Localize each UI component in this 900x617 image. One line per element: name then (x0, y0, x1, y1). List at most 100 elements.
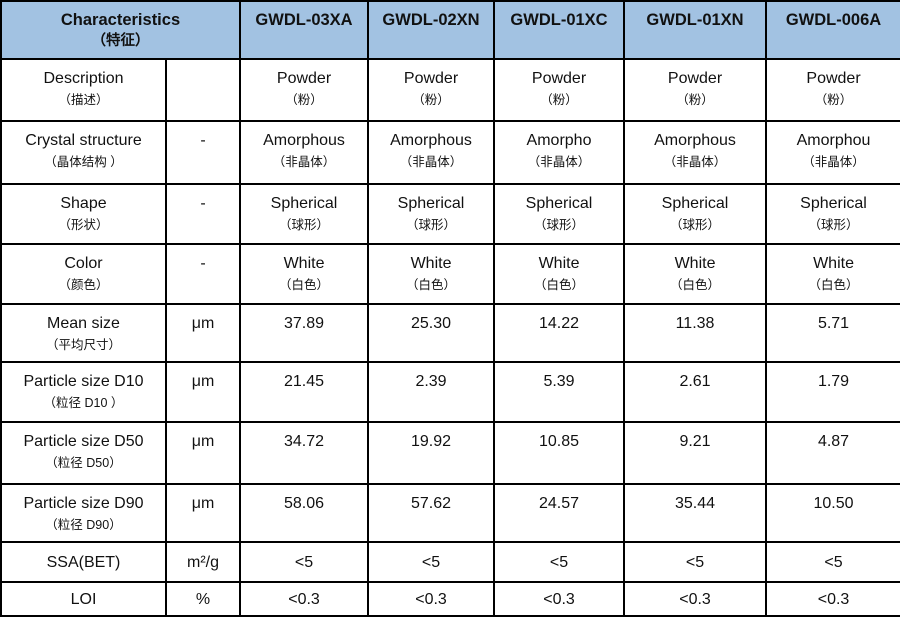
table-row: Description （描述） Powder （粉） Powder （粉） Pow… (0, 58, 900, 122)
value-cell: 1.79 (765, 361, 900, 423)
unit-label: μm (191, 315, 215, 332)
value-en: <5 (421, 553, 441, 571)
row-label-cell: Particle size D90 （粒径 D90） (0, 483, 167, 543)
row-label-en: Mean size (47, 315, 120, 332)
table-row: Particle size D90 （粒径 D90） μm 58.06 57.6… (0, 483, 900, 543)
value-cell: 10.50 (765, 483, 900, 543)
row-label-cell: Crystal structure （晶体结构 ） (0, 120, 167, 185)
table-row: Shape （形状） - Spherical （球形） Spherical （球形）… (0, 183, 900, 245)
value-en: 4.87 (817, 433, 850, 450)
row-label-en: Description (43, 70, 124, 87)
value-en: Amorphous (654, 132, 736, 149)
value-cell: <0.3 (367, 581, 496, 617)
table-row: SSA(BET) m²/g <5 <5 <5 <5 <5 (0, 541, 900, 583)
row-label-zh: （粒径 D50） (45, 456, 122, 470)
row-label-cell: Mean size （平均尺寸） (0, 303, 167, 363)
value-cell: 5.71 (765, 303, 900, 363)
value-en: <5 (685, 553, 705, 571)
value-cell: 9.21 (623, 421, 768, 485)
value-en: 5.39 (543, 373, 575, 390)
row-label-en: Particle size D50 (23, 433, 144, 450)
value-cell: <0.3 (765, 581, 900, 617)
row-label-en: Particle size D10 (23, 373, 144, 390)
row-label-zh: （粒径 D10 ） (43, 396, 124, 410)
row-label-cell: LOI (0, 581, 167, 617)
value-cell: <5 (765, 541, 900, 583)
value-cell: 10.85 (493, 421, 626, 485)
table-row: Color （颜色） - White （白色） White （白色） White （白… (0, 243, 900, 305)
value-en: White (410, 255, 452, 272)
value-zh: （球形） (279, 218, 330, 232)
value-en: Spherical (270, 195, 338, 212)
value-cell: 25.30 (367, 303, 496, 363)
value-zh: （非晶体） (527, 155, 591, 169)
value-en: Powder (806, 70, 861, 87)
table-row: Crystal structure （晶体结构 ） - Amorphous （非晶… (0, 120, 900, 185)
value-cell: Powder （粉） (367, 58, 496, 122)
row-label-cell: Particle size D50 （粒径 D50） (0, 421, 167, 485)
value-zh: （粉） (676, 93, 714, 107)
value-cell: Amorpho （非晶体） (493, 120, 626, 185)
value-en: Spherical (397, 195, 465, 212)
value-en: 35.44 (674, 495, 716, 512)
value-en: Powder (667, 70, 723, 87)
value-cell: 4.87 (765, 421, 900, 485)
value-cell: 14.22 (493, 303, 626, 363)
row-label-zh: （描述） (58, 93, 109, 107)
unit-cell: μm (164, 421, 242, 485)
value-en: Powder (276, 70, 332, 87)
unit-cell: - (164, 183, 242, 245)
unit-cell: - (164, 120, 242, 185)
value-en: <0.3 (543, 590, 575, 608)
value-cell: White （白色） (367, 243, 496, 305)
value-cell: Powder （粉） (623, 58, 768, 122)
value-cell: Spherical （球形） (367, 183, 496, 245)
value-zh: （白色） (670, 278, 721, 292)
value-cell: 2.39 (367, 361, 496, 423)
value-en: 2.61 (679, 373, 711, 390)
value-zh: （非晶体） (272, 155, 336, 169)
value-en: Amorphous (390, 132, 472, 149)
value-zh: （球形） (406, 218, 457, 232)
unit-cell: μm (164, 361, 242, 423)
value-cell: Powder （粉） (765, 58, 900, 122)
value-cell: Amorphous （非晶体） (367, 120, 496, 185)
characteristics-header-cell: Characteristics （特征） (0, 0, 242, 60)
table-row: LOI % <0.3 <0.3 <0.3 <0.3 <0.3 (0, 581, 900, 617)
value-zh: （球形） (670, 218, 721, 232)
value-cell: <5 (623, 541, 768, 583)
unit-cell: m²/g (164, 541, 242, 583)
row-label-zh: （颜色） (58, 278, 109, 292)
value-en: 10.85 (538, 433, 580, 450)
unit-label: μm (191, 495, 215, 512)
row-label-cell: Description （描述） (0, 58, 167, 122)
value-en: Amorphous (263, 132, 345, 149)
value-cell: <0.3 (623, 581, 768, 617)
value-cell: 2.61 (623, 361, 768, 423)
table-row: Particle size D10 （粒径 D10 ） μm 21.45 2.3… (0, 361, 900, 423)
value-zh: （白色） (279, 278, 330, 292)
value-en: White (813, 255, 854, 272)
value-cell: 24.57 (493, 483, 626, 543)
row-label-en: Particle size D90 (23, 495, 144, 512)
value-zh: （粉） (285, 93, 323, 107)
unit-cell: μm (164, 483, 242, 543)
value-cell: 19.92 (367, 421, 496, 485)
row-label-en: SSA(BET) (46, 553, 121, 571)
row-label-en: LOI (70, 590, 97, 608)
row-label-en: Crystal structure (25, 132, 142, 149)
value-cell: 57.62 (367, 483, 496, 543)
value-cell: Powder （粉） (493, 58, 626, 122)
value-en: 5.71 (817, 315, 850, 332)
value-cell: 21.45 (239, 361, 370, 423)
unit-cell (164, 58, 242, 122)
characteristics-header-en: Characteristics (60, 11, 181, 29)
unit-label: m²/g (187, 553, 219, 571)
product-header: GWDL-006A (765, 0, 900, 60)
value-en: Spherical (661, 195, 729, 212)
unit-label: μm (191, 433, 215, 450)
row-label-cell: Particle size D10 （粒径 D10 ） (0, 361, 167, 423)
row-label-zh: （晶体结构 ） (44, 155, 123, 169)
value-zh: （球形） (534, 218, 585, 232)
